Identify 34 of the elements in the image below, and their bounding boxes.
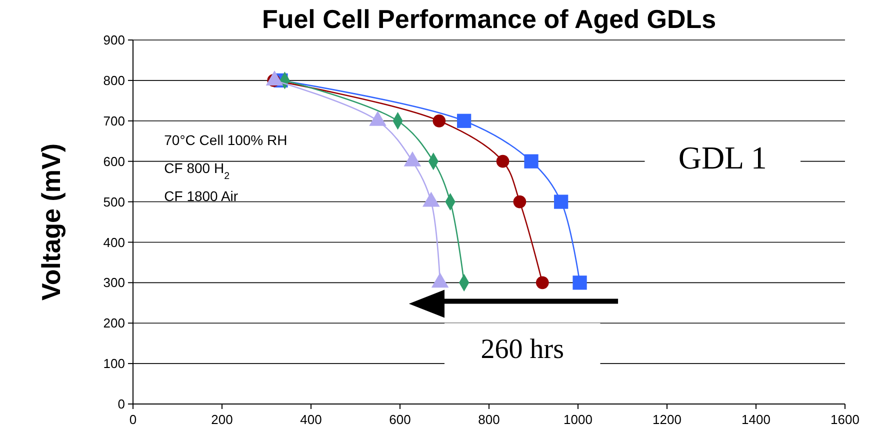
x-tick-label: 200 <box>211 412 233 427</box>
annotation: 70°C Cell 100% RH <box>164 132 288 148</box>
y-tick-label: 100 <box>103 356 125 372</box>
y-axis-title: Voltage (mV) <box>36 144 66 300</box>
annotation: CF 800 H$_{2}$ <box>164 160 230 182</box>
y-tick-label: 600 <box>103 154 125 169</box>
x-tick-label: 0 <box>129 412 137 427</box>
y-tick-label: 500 <box>103 194 125 210</box>
chart-title: Fuel Cell Performance of Aged GDLs <box>262 4 716 34</box>
x-tick-label: 1400 <box>742 412 770 427</box>
y-tick-label: 700 <box>103 113 125 128</box>
point <box>524 154 538 168</box>
annotation: CF 1800 Air <box>164 188 238 204</box>
point <box>432 114 446 128</box>
x-tick-label: 1200 <box>652 412 682 427</box>
y-tick-label: 200 <box>103 316 125 331</box>
y-tick-label: 0 <box>118 396 125 412</box>
point <box>536 276 549 290</box>
x-tick-label: 1000 <box>564 412 592 427</box>
x-tick-label: 800 <box>478 412 500 427</box>
point <box>513 195 526 208</box>
point <box>572 276 587 290</box>
point <box>496 154 510 168</box>
point <box>457 114 472 128</box>
y-tick-label: 800 <box>103 72 125 88</box>
y-tick-label: 400 <box>103 234 125 250</box>
y-tick-label: 900 <box>103 32 125 48</box>
y-tick-label: 300 <box>103 275 125 290</box>
annotation: GDL 1 <box>678 139 767 176</box>
x-tick-label: 1600 <box>830 412 860 427</box>
x-tick-label: 400 <box>300 412 322 427</box>
annotation: 260 hrs <box>480 334 564 365</box>
x-tick-label: 600 <box>389 412 411 427</box>
point <box>554 194 568 209</box>
